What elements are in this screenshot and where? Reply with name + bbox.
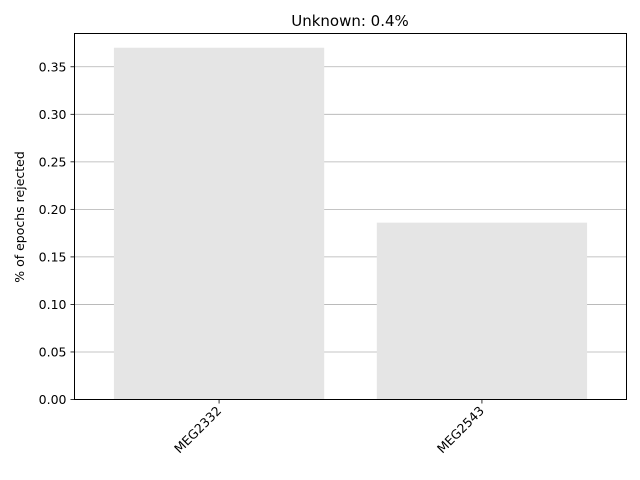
bar-meg2543 <box>376 222 588 400</box>
chart-title: Unknown: 0.4% <box>291 12 409 30</box>
y-tick-label: 0.35 <box>39 59 67 74</box>
bar-meg2332 <box>113 47 325 400</box>
x-tick-label: MEG2543 <box>434 403 487 456</box>
y-tick-label: 0.00 <box>39 392 67 407</box>
y-tick-label: 0.30 <box>39 107 67 122</box>
y-tick-label: 0.10 <box>39 297 67 312</box>
plot-frame <box>74 33 627 400</box>
y-tick-label: 0.20 <box>39 202 67 217</box>
x-tick-label: MEG2332 <box>171 403 224 456</box>
x-axis: MEG2332 MEG2543 <box>171 399 487 456</box>
y-axis-label: % of epochs rejected <box>12 151 27 283</box>
y-axis: 0.00 0.05 0.10 0.15 0.20 0.25 0.30 0.35 <box>39 59 75 407</box>
y-tick-label: 0.15 <box>39 249 67 264</box>
bars <box>113 47 588 400</box>
y-tick-label: 0.25 <box>39 154 67 169</box>
y-tick-label: 0.05 <box>39 344 67 359</box>
